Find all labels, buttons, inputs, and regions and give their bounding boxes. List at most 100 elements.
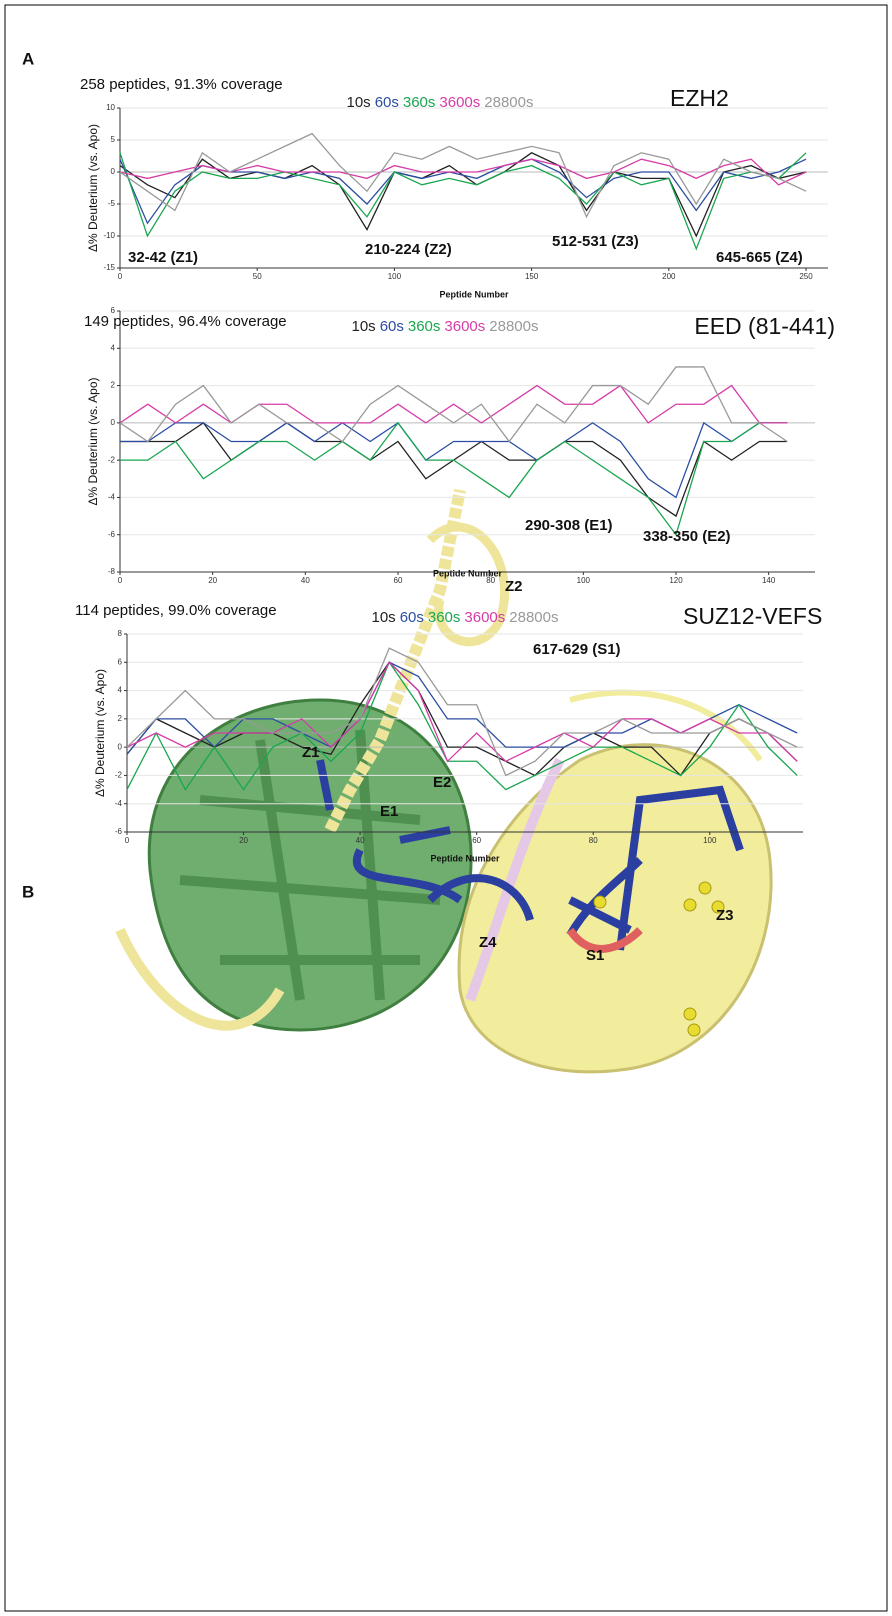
data-line <box>119 384 788 424</box>
protein-name: SUZ12-VEFS <box>683 603 822 629</box>
x-tick-label: 100 <box>388 272 402 281</box>
beta-strands <box>179 729 441 1001</box>
y-tick-label: -10 <box>103 231 115 240</box>
protein-name: EED (81-441) <box>694 313 835 339</box>
y-tick-label: -5 <box>108 199 116 208</box>
x-tick-label: 0 <box>118 272 123 281</box>
zinc <box>698 881 712 895</box>
x-tick-label: 40 <box>301 576 310 585</box>
x-tick-label: 250 <box>799 272 813 281</box>
protected-region <box>316 759 744 951</box>
legend: 10s 60s 360s 3600s 28800s <box>347 94 534 111</box>
structure-label: E1 <box>380 803 398 820</box>
protein-structure <box>115 488 773 1074</box>
legend-entry: 10s <box>347 94 371 111</box>
zinc-atoms <box>593 881 725 1037</box>
vefs-helix <box>465 757 565 1002</box>
y-tick-label: -2 <box>115 771 123 780</box>
y-tick-label: 8 <box>118 629 123 638</box>
data-line <box>120 421 788 499</box>
annotation: 617-629 (S1) <box>533 641 621 658</box>
x-tick-label: 0 <box>125 836 130 845</box>
legend-entry: 60s <box>380 318 404 335</box>
structure-label: Z4 <box>479 934 497 951</box>
legend-entry: 360s <box>428 609 461 626</box>
zinc <box>593 895 607 909</box>
legend-entry: 60s <box>375 94 399 111</box>
x-axis-label: Peptide Number <box>430 853 500 863</box>
zinc <box>711 900 725 914</box>
y-tick-label: 6 <box>111 306 116 315</box>
legend-entry: 3600s <box>439 94 480 111</box>
y-axis-label: Δ% Deuterium (vs. Apo) <box>86 377 100 505</box>
figure-border <box>4 4 888 1612</box>
y-tick-label: -8 <box>108 567 116 576</box>
legend-entry: 28800s <box>484 94 533 111</box>
x-tick-label: 150 <box>525 272 539 281</box>
data-line <box>120 421 788 537</box>
x-tick-label: 60 <box>472 836 481 845</box>
legend-entry: 60s <box>400 609 424 626</box>
x-tick-label: 80 <box>486 576 495 585</box>
zinc <box>687 1023 701 1037</box>
structure-label: S1 <box>586 947 604 964</box>
legend-entry: 3600s <box>444 318 485 335</box>
legend-entry: 3600s <box>464 609 505 626</box>
x-axis-label: Peptide Number <box>433 568 503 578</box>
chart-title: 114 peptides, 99.0% coverage <box>75 602 277 619</box>
y-tick-label: 0 <box>111 418 116 427</box>
structure-label: E2 <box>433 774 451 791</box>
y-axis-label: Δ% Deuterium (vs. Apo) <box>93 669 107 797</box>
annotation: 32-42 (Z1) <box>128 249 198 266</box>
annotation: 290-308 (E1) <box>525 517 613 534</box>
legend-entry: 28800s <box>489 318 538 335</box>
chart-title: 149 peptides, 96.4% coverage <box>84 313 287 330</box>
suz12-ezh2-domain <box>457 743 773 1074</box>
y-tick-label: -6 <box>108 530 116 539</box>
x-tick-label: 140 <box>762 576 776 585</box>
x-tick-label: 100 <box>703 836 717 845</box>
legend-entry: 360s <box>408 318 441 335</box>
data-line <box>119 366 788 443</box>
x-tick-label: 0 <box>118 576 123 585</box>
legend: 10s 60s 360s 3600s 28800s <box>352 318 539 335</box>
s1-region <box>566 927 643 953</box>
data-line <box>119 152 807 238</box>
y-tick-label: -15 <box>103 263 115 272</box>
x-tick-label: 80 <box>589 836 598 845</box>
legend-entry: 360s <box>403 94 436 111</box>
legend-entry: 10s <box>352 318 376 335</box>
y-tick-label: -4 <box>108 493 116 502</box>
data-line <box>126 660 798 791</box>
legend-entry: 10s <box>372 609 396 626</box>
x-tick-label: 20 <box>208 576 217 585</box>
y-tick-label: -2 <box>108 455 116 464</box>
zinc <box>683 898 697 912</box>
y-tick-label: -6 <box>115 827 123 836</box>
annotation: 512-531 (Z3) <box>552 233 639 250</box>
helix <box>426 522 509 647</box>
x-tick-label: 100 <box>577 576 591 585</box>
data-line <box>119 132 807 219</box>
data-line <box>119 152 807 251</box>
y-tick-label: 4 <box>118 686 123 695</box>
y-axis-label: Δ% Deuterium (vs. Apo) <box>86 124 100 252</box>
x-tick-label: 50 <box>253 272 262 281</box>
data-line <box>119 158 807 186</box>
x-tick-label: 120 <box>669 576 683 585</box>
y-tick-label: -4 <box>115 799 123 808</box>
annotation: 645-665 (Z4) <box>716 249 803 266</box>
structure-label: Z3 <box>716 907 734 924</box>
y-tick-label: 6 <box>118 657 123 666</box>
protein-name: EZH2 <box>670 85 729 111</box>
x-tick-label: 40 <box>356 836 365 845</box>
y-tick-label: 5 <box>111 135 116 144</box>
helix <box>324 488 466 833</box>
structure-label: Z1 <box>302 744 320 761</box>
y-tick-label: 2 <box>118 714 123 723</box>
y-tick-label: 0 <box>118 742 123 751</box>
helix <box>115 927 285 1031</box>
annotation: 210-224 (Z2) <box>365 241 452 258</box>
chart-title: 258 peptides, 91.3% coverage <box>80 76 283 93</box>
